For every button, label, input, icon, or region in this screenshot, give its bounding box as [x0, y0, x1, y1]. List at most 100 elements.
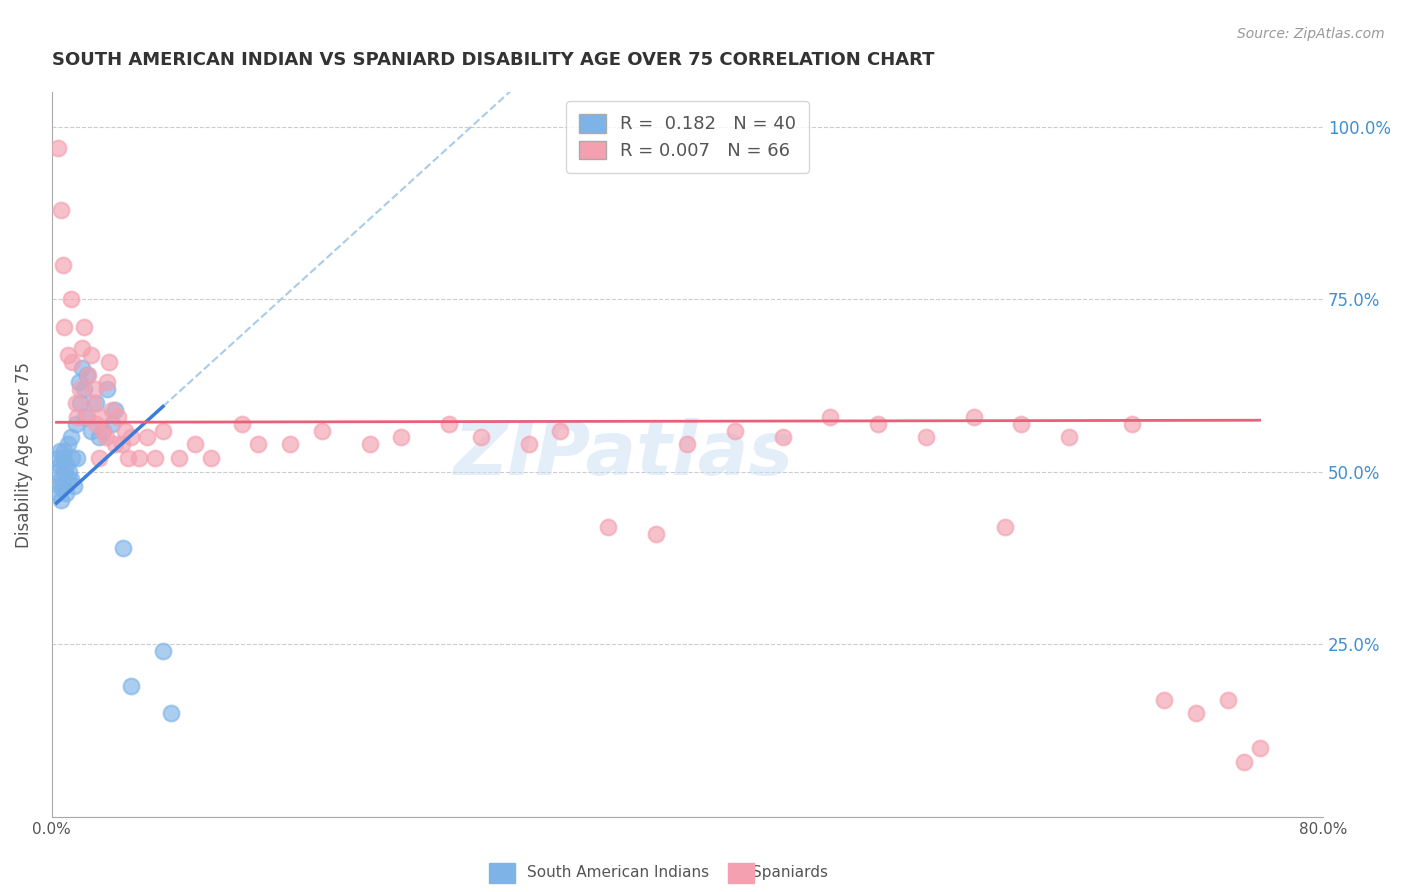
Point: [152, 644, 174, 658]
Point: [48, 444, 70, 458]
Point: [89, 430, 111, 444]
Point: [96, 376, 118, 390]
Point: [59, 472, 82, 486]
Point: [66, 409, 89, 424]
Point: [117, 451, 139, 466]
Point: [247, 437, 270, 451]
Point: [53, 320, 76, 334]
Point: [114, 424, 136, 438]
Point: [80, 348, 103, 362]
Point: [77, 368, 100, 383]
Point: [76, 409, 98, 424]
Point: [59, 430, 82, 444]
Point: [67, 376, 90, 390]
Point: [1216, 692, 1239, 706]
Point: [112, 541, 135, 555]
Point: [70, 361, 93, 376]
Point: [994, 520, 1017, 534]
Point: [83, 382, 105, 396]
Point: [111, 437, 134, 451]
Point: [59, 293, 82, 307]
Point: [52, 479, 75, 493]
Point: [46, 485, 69, 500]
Point: [56, 437, 79, 451]
Point: [550, 424, 572, 438]
Point: [962, 409, 984, 424]
Point: [517, 437, 540, 451]
Point: [91, 424, 114, 438]
Point: [84, 396, 107, 410]
Point: [94, 430, 117, 444]
Point: [596, 520, 619, 534]
Point: [48, 479, 70, 493]
Text: Spaniards: Spaniards: [752, 865, 828, 880]
Point: [51, 472, 73, 486]
Point: [91, 424, 114, 438]
Point: [107, 409, 129, 424]
Point: [167, 451, 190, 466]
Point: [48, 458, 70, 472]
Point: [45, 465, 67, 479]
Point: [51, 202, 73, 217]
Point: [51, 492, 73, 507]
Text: South American Indians: South American Indians: [527, 865, 710, 880]
Point: [136, 430, 159, 444]
Point: [69, 382, 91, 396]
Point: [724, 424, 747, 438]
Point: [1153, 692, 1175, 706]
Point: [143, 451, 166, 466]
Point: [58, 465, 80, 479]
Point: [231, 417, 253, 431]
Point: [53, 465, 76, 479]
Point: [772, 430, 794, 444]
Point: [437, 417, 460, 431]
Point: [1249, 741, 1271, 756]
Point: [52, 258, 75, 272]
Point: [1185, 706, 1208, 721]
Text: Source: ZipAtlas.com: Source: ZipAtlas.com: [1237, 27, 1385, 41]
Point: [96, 382, 118, 396]
Point: [65, 396, 87, 410]
Point: [868, 417, 890, 431]
Point: [820, 409, 842, 424]
Point: [152, 424, 174, 438]
Point: [160, 706, 183, 721]
Point: [63, 479, 86, 493]
Legend: R =  0.182   N = 40, R = 0.007   N = 66: R = 0.182 N = 40, R = 0.007 N = 66: [567, 102, 808, 173]
Point: [278, 437, 301, 451]
Point: [97, 354, 120, 368]
Point: [62, 451, 84, 466]
Point: [120, 679, 142, 693]
Point: [1121, 417, 1143, 431]
Point: [90, 409, 112, 424]
Point: [1233, 755, 1256, 769]
Text: ZIPatlas: ZIPatlas: [454, 418, 794, 491]
Point: [120, 430, 142, 444]
Point: [75, 409, 97, 424]
Point: [101, 403, 124, 417]
Point: [65, 417, 87, 431]
Point: [1057, 430, 1080, 444]
Point: [1010, 417, 1032, 431]
Point: [46, 141, 69, 155]
Point: [200, 451, 222, 466]
Point: [80, 424, 103, 438]
Point: [101, 417, 124, 431]
Point: [128, 451, 150, 466]
Point: [56, 348, 79, 362]
Point: [55, 458, 77, 472]
Point: [53, 444, 76, 458]
Point: [72, 320, 94, 334]
Point: [70, 341, 93, 355]
Point: [914, 430, 936, 444]
Point: [82, 396, 104, 410]
Point: [104, 403, 127, 417]
Point: [389, 430, 412, 444]
Point: [311, 424, 333, 438]
Point: [470, 430, 492, 444]
Point: [184, 437, 207, 451]
Point: [676, 437, 699, 451]
Point: [76, 368, 98, 383]
Point: [359, 437, 381, 451]
Point: [55, 485, 77, 500]
